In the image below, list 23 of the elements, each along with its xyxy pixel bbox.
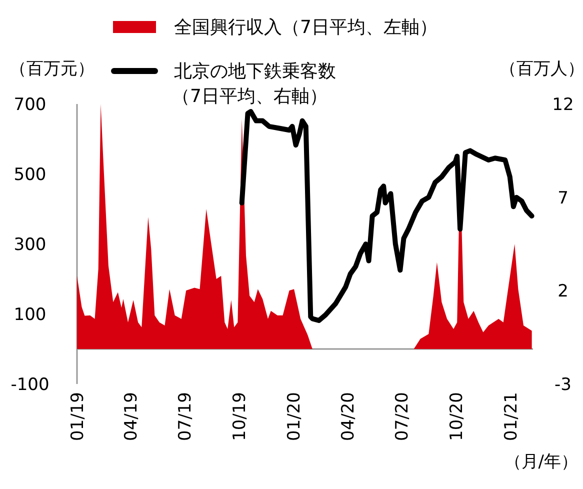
- x-tick-label: 10/19: [230, 392, 250, 441]
- legend-label: 北京の地下鉄乗客数（7日平均、右軸）: [172, 61, 336, 107]
- x-tick-label: 07/20: [392, 392, 412, 441]
- y-tick-label: 300: [14, 235, 46, 255]
- y2-tick-label: 12: [552, 95, 574, 115]
- x-tick-label: 07/19: [175, 392, 196, 441]
- y2-tick-label: 7: [558, 188, 568, 208]
- y-tick-label: 100: [14, 305, 46, 325]
- y-tick-label: -100: [10, 375, 50, 395]
- x-tick-label: 01/21: [501, 392, 522, 441]
- x-tick-label: 10/20: [446, 392, 467, 441]
- x-tick-label: 04/20: [338, 392, 358, 441]
- y2-tick-label: -3: [554, 375, 572, 395]
- y2-tick-label: 2: [558, 282, 568, 302]
- y-tick-label: 500: [14, 165, 46, 185]
- y-tick-label: 700: [14, 95, 46, 115]
- x-tick-label: 04/19: [121, 392, 142, 441]
- x-tick-label: 01/19: [68, 392, 88, 441]
- y2-axis-title: （百万人）: [500, 59, 583, 79]
- y-axis-title: （百万元）: [10, 59, 94, 79]
- legend-label: 全国興行収入（7日平均、左軸）: [174, 17, 438, 38]
- x-axis-title: （月/年）: [504, 452, 578, 472]
- x-tick-label: 01/20: [284, 392, 304, 441]
